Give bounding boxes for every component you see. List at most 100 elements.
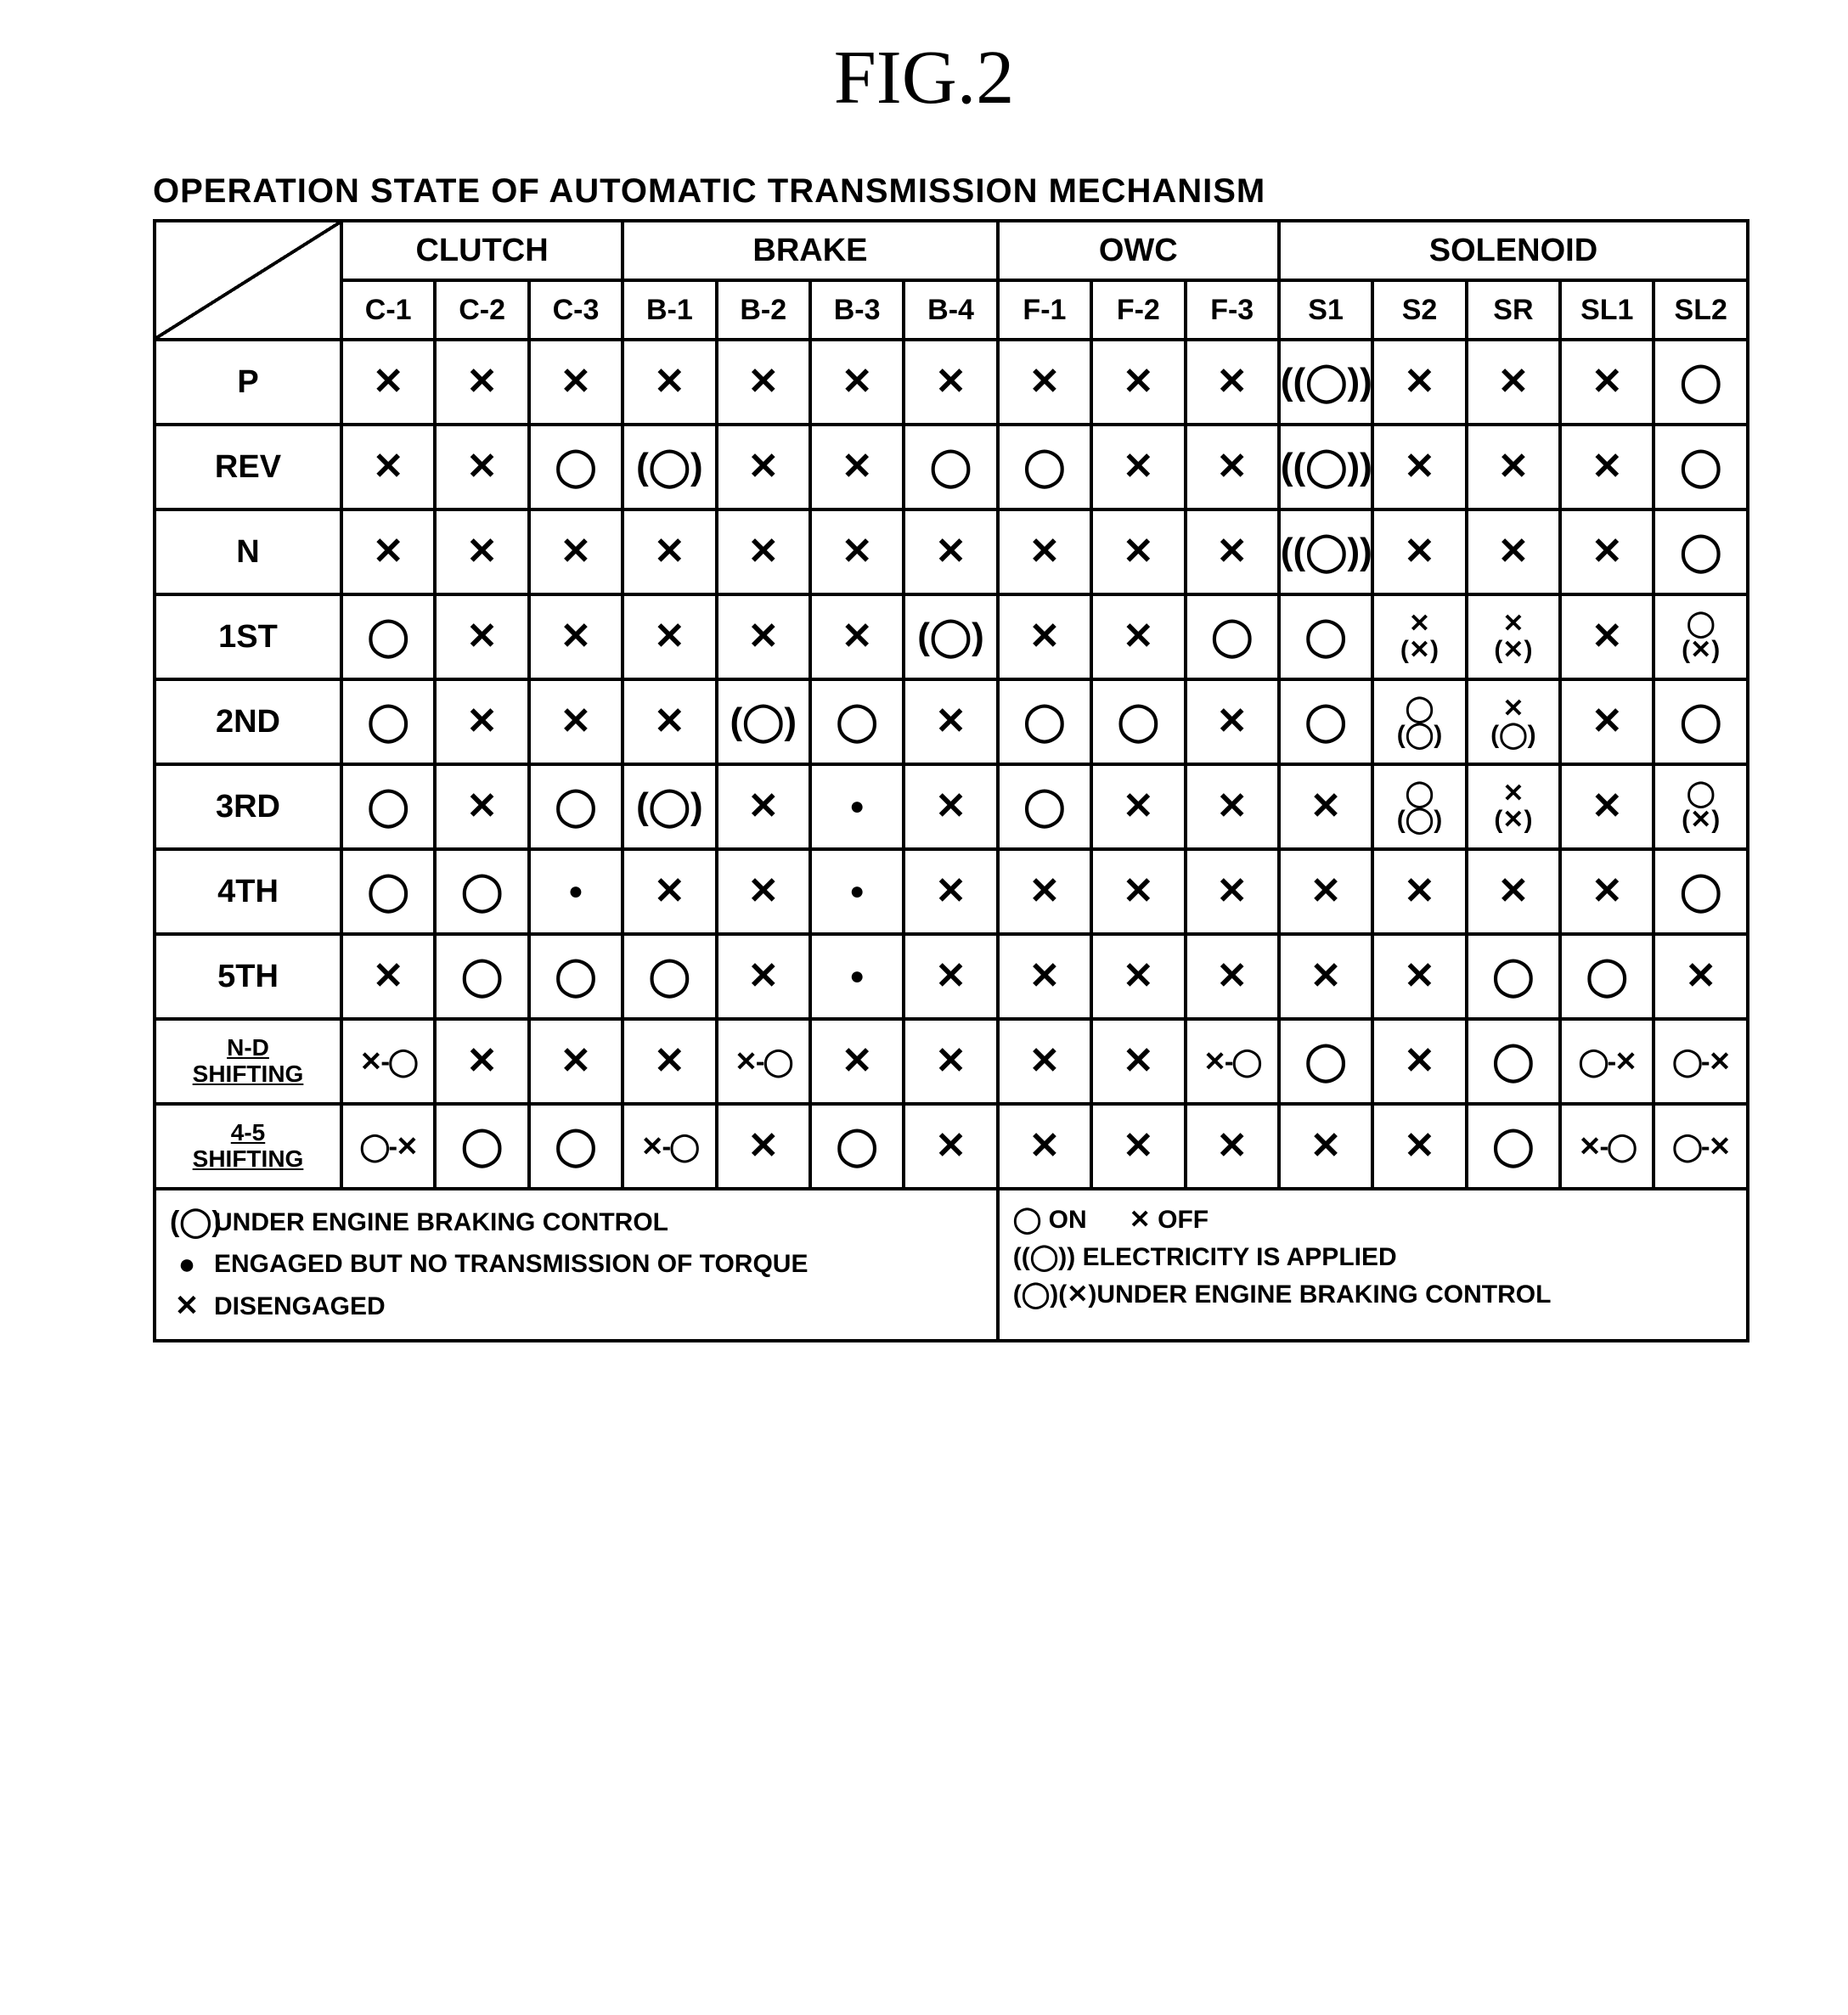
cell: ◯ bbox=[1279, 1019, 1372, 1104]
cell: ◯ bbox=[1654, 509, 1748, 594]
cell: ✕ bbox=[341, 425, 435, 509]
col-header-row: C-1C-2C-3B-1B-2B-3B-4F-1F-2F-3S1S2SRSL1S… bbox=[155, 280, 1748, 340]
row-label: 2ND bbox=[155, 679, 341, 764]
cell: ✕ bbox=[1091, 425, 1185, 509]
legend-item: ◯ ON ✕ OFF bbox=[1013, 1202, 1732, 1238]
cell: ✕(✕) bbox=[1372, 594, 1466, 679]
cell: ✕ bbox=[1372, 934, 1466, 1019]
transmission-table: CLUTCH BRAKE OWC SOLENOID C-1C-2C-3B-1B-… bbox=[153, 219, 1749, 1342]
cell: ◯(◯) bbox=[1372, 764, 1466, 849]
cell: ◯(◯) bbox=[1372, 679, 1466, 764]
cell: ◯ bbox=[1560, 934, 1654, 1019]
col-C-2: C-2 bbox=[435, 280, 528, 340]
cell: ✕ bbox=[1279, 934, 1372, 1019]
cell: ◯(✕) bbox=[1654, 764, 1748, 849]
cell: ✕ bbox=[717, 340, 810, 425]
cell: ✕ bbox=[998, 340, 1091, 425]
cell: ✕ bbox=[1091, 849, 1185, 934]
cell: ◯ bbox=[341, 849, 435, 934]
cell: ✕ bbox=[810, 1019, 904, 1104]
row-REV: REV✕✕◯(◯)✕✕◯◯✕✕((◯))✕✕✕◯ bbox=[155, 425, 1748, 509]
cell: ◯ bbox=[1467, 1104, 1560, 1189]
cell: ✕ bbox=[1091, 934, 1185, 1019]
row-label: 3RD bbox=[155, 764, 341, 849]
col-S2: S2 bbox=[1372, 280, 1466, 340]
cell: ✕ bbox=[1091, 764, 1185, 849]
cell: (◯) bbox=[717, 679, 810, 764]
cell: ✕ bbox=[904, 1104, 997, 1189]
row-P: P✕✕✕✕✕✕✕✕✕✕((◯))✕✕✕◯ bbox=[155, 340, 1748, 425]
cell: ✕ bbox=[1560, 340, 1654, 425]
group-header-row: CLUTCH BRAKE OWC SOLENOID bbox=[155, 221, 1748, 280]
cell: ✕ bbox=[717, 594, 810, 679]
cell: ✕ bbox=[623, 849, 716, 934]
cell: ✕ bbox=[810, 340, 904, 425]
col-B-1: B-1 bbox=[623, 280, 716, 340]
row-label: 4TH bbox=[155, 849, 341, 934]
cell: ✕ bbox=[435, 679, 528, 764]
cell: ✕ bbox=[435, 425, 528, 509]
legend-row: (◯)UNDER ENGINE BRAKING CONTROL●ENGAGED … bbox=[155, 1189, 1748, 1341]
row-label: REV bbox=[155, 425, 341, 509]
cell: ✕ bbox=[435, 340, 528, 425]
cell: ✕ bbox=[1372, 425, 1466, 509]
cell: ✕-◯ bbox=[341, 1019, 435, 1104]
row-label: 5TH bbox=[155, 934, 341, 1019]
cell: (◯) bbox=[623, 764, 716, 849]
legend-item: (◯)UNDER ENGINE BRAKING CONTROL bbox=[170, 1202, 983, 1243]
cell: ✕ bbox=[529, 679, 623, 764]
col-SL2: SL2 bbox=[1654, 280, 1748, 340]
cell: ✕ bbox=[1091, 594, 1185, 679]
cell: ✕ bbox=[904, 764, 997, 849]
cell: ◯ bbox=[341, 764, 435, 849]
cell: ◯ bbox=[1279, 679, 1372, 764]
cell: ◯ bbox=[1186, 594, 1279, 679]
cell: ✕-◯ bbox=[1560, 1104, 1654, 1189]
cell: ◯ bbox=[435, 849, 528, 934]
cell: ✕ bbox=[1186, 1104, 1279, 1189]
group-solenoid: SOLENOID bbox=[1279, 221, 1748, 280]
cell: ✕ bbox=[904, 509, 997, 594]
legend-item: ((◯)) ELECTRICITY IS APPLIED bbox=[1013, 1240, 1732, 1275]
row-4TH: 4TH◯◯●✕✕●✕✕✕✕✕✕✕✕◯ bbox=[155, 849, 1748, 934]
cell: ✕ bbox=[1186, 934, 1279, 1019]
cell: ✕ bbox=[341, 509, 435, 594]
cell: (◯) bbox=[904, 594, 997, 679]
cell: ◯ bbox=[1654, 679, 1748, 764]
cell: ✕ bbox=[717, 1104, 810, 1189]
cell: ● bbox=[810, 849, 904, 934]
cell: ✕ bbox=[623, 340, 716, 425]
cell: ✕ bbox=[1467, 849, 1560, 934]
cell: ✕-◯ bbox=[623, 1104, 716, 1189]
cell: ✕ bbox=[529, 594, 623, 679]
cell: ✕ bbox=[1091, 1019, 1185, 1104]
cell: ✕ bbox=[904, 679, 997, 764]
cell: ✕ bbox=[1560, 594, 1654, 679]
cell: ◯ bbox=[998, 764, 1091, 849]
cell: ✕ bbox=[529, 509, 623, 594]
cell: ✕ bbox=[1467, 425, 1560, 509]
cell: ● bbox=[529, 849, 623, 934]
cell: ◯ bbox=[1654, 849, 1748, 934]
cell: ✕ bbox=[717, 764, 810, 849]
cell: ✕ bbox=[1560, 509, 1654, 594]
legend-right: ◯ ON ✕ OFF((◯)) ELECTRICITY IS APPLIED(◯… bbox=[998, 1189, 1748, 1341]
cell: ◯ bbox=[529, 764, 623, 849]
cell: ✕ bbox=[1186, 340, 1279, 425]
row-N-D-SHIFTING: N-DSHIFTING✕-◯✕✕✕✕-◯✕✕✕✕✕-◯◯✕◯◯-✕◯-✕ bbox=[155, 1019, 1748, 1104]
cell: ◯ bbox=[1654, 340, 1748, 425]
table-body: P✕✕✕✕✕✕✕✕✕✕((◯))✕✕✕◯REV✕✕◯(◯)✕✕◯◯✕✕((◯))… bbox=[155, 340, 1748, 1189]
cell: ◯ bbox=[529, 1104, 623, 1189]
cell: ✕ bbox=[623, 679, 716, 764]
row-4-5-SHIFTING: 4-5SHIFTING◯-✕◯◯✕-◯✕◯✕✕✕✕✕✕◯✕-◯◯-✕ bbox=[155, 1104, 1748, 1189]
cell: ◯ bbox=[1654, 425, 1748, 509]
col-F-2: F-2 bbox=[1091, 280, 1185, 340]
col-F-3: F-3 bbox=[1186, 280, 1279, 340]
cell: ✕ bbox=[623, 509, 716, 594]
col-B-3: B-3 bbox=[810, 280, 904, 340]
cell: ✕ bbox=[904, 934, 997, 1019]
cell: ✕ bbox=[810, 509, 904, 594]
cell: ✕ bbox=[529, 1019, 623, 1104]
cell: ((◯)) bbox=[1279, 509, 1372, 594]
cell: ● bbox=[810, 934, 904, 1019]
